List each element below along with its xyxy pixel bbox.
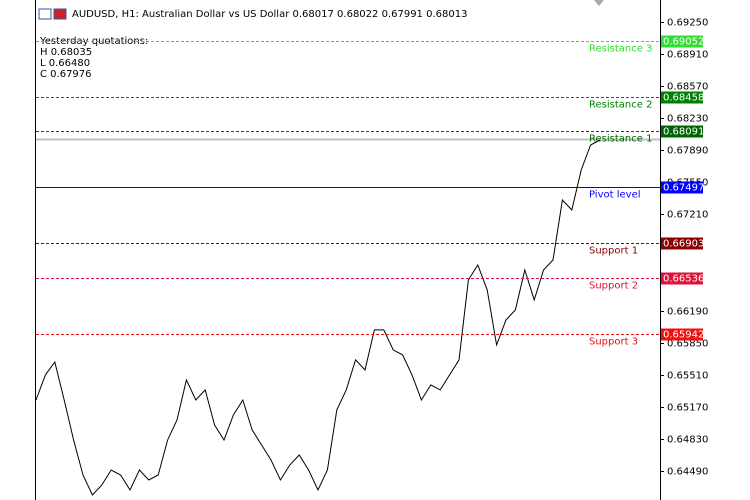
- chart-icon: [38, 8, 52, 20]
- level-price-label: 0.67497: [663, 183, 704, 194]
- info-line: L 0.66480: [40, 58, 90, 69]
- level-price-box: [661, 272, 703, 285]
- level-price-label: 0.65942: [663, 330, 704, 341]
- level-price-box: [661, 35, 703, 48]
- y-tick-label: 0.66190: [667, 307, 708, 318]
- y-tick-label: 0.68910: [667, 50, 708, 61]
- level-label: Resistance 3: [589, 44, 652, 55]
- y-tick-label: 0.64490: [667, 467, 708, 478]
- y-tick-label: 0.65510: [667, 371, 708, 382]
- level-label: Resistance 1: [589, 134, 652, 145]
- level-price-label: 0.66536: [663, 274, 704, 285]
- level-label: Support 2: [589, 281, 638, 292]
- level-price-box: [661, 91, 703, 104]
- chart-icon: [53, 8, 67, 20]
- chart-title: AUDUSD, H1: Australian Dollar vs US Doll…: [72, 9, 467, 20]
- y-tick-label: 0.68570: [667, 82, 708, 93]
- level-price-box: [661, 125, 703, 138]
- level-price-box: [661, 181, 703, 194]
- y-tick-label: 0.69250: [667, 18, 708, 29]
- y-tick-label: 0.65170: [667, 403, 708, 414]
- y-tick-label: 0.65850: [667, 339, 708, 350]
- level-price-label: 0.68458: [663, 93, 704, 104]
- y-tick-label: 0.64830: [667, 435, 708, 446]
- y-tick-label: 0.68230: [667, 114, 708, 125]
- y-tick-label: 0.67890: [667, 146, 708, 157]
- level-label: Resistance 2: [589, 100, 652, 111]
- price-line: [35, 139, 601, 496]
- level-price-box: [661, 328, 703, 341]
- info-line: C 0.67976: [40, 69, 92, 80]
- level-label: Support 1: [589, 246, 638, 257]
- level-price-label: 0.69052: [663, 37, 704, 48]
- level-price-label: 0.68091: [663, 127, 704, 138]
- shift-marker: [594, 0, 604, 6]
- info-line: H 0.68035: [40, 47, 92, 58]
- y-tick-label: 0.67210: [667, 210, 708, 221]
- level-price-label: 0.66903: [663, 239, 704, 250]
- level-label: Support 3: [589, 337, 638, 348]
- level-price-box: [661, 237, 703, 250]
- level-label: Pivot level: [589, 190, 641, 201]
